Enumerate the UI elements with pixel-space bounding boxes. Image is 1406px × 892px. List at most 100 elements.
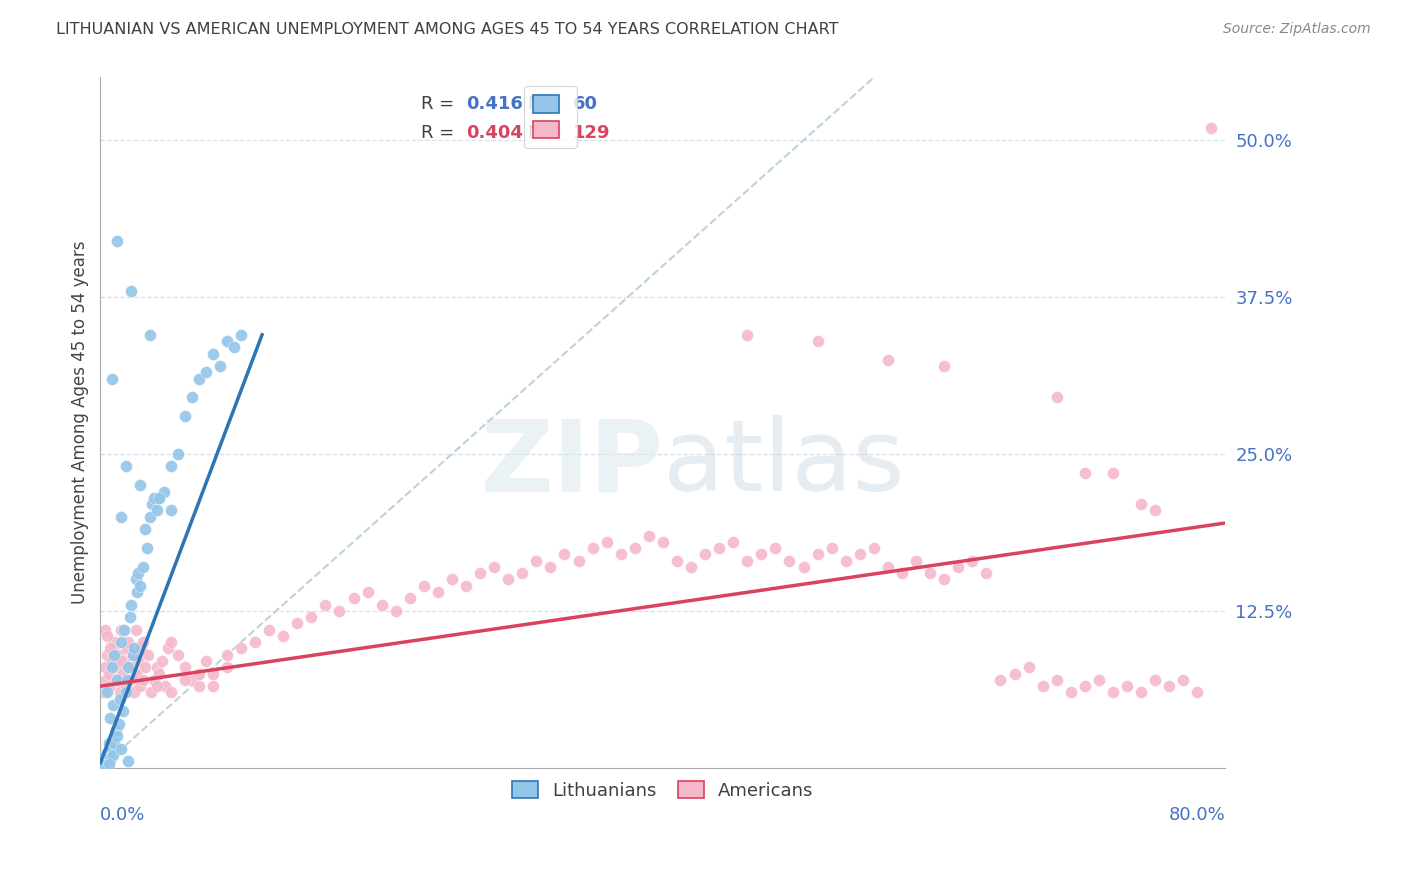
Point (142, 673, 165, 687)
Legend: Lithuanians, Americans: Lithuanians, Americans (505, 773, 821, 807)
Point (141, 497, 163, 511)
Point (194, 365, 217, 379)
Point (148, 491, 170, 505)
Point (1187, 685, 1209, 699)
Point (110, 623, 132, 637)
Point (108, 691, 131, 706)
Point (111, 666, 134, 681)
Point (93, 748, 115, 763)
Point (877, 560, 900, 574)
Point (117, 660, 139, 674)
Point (695, 547, 717, 561)
Point (709, 541, 731, 555)
Point (257, 623, 280, 637)
Point (609, 547, 631, 561)
Point (96, 648, 118, 662)
Point (1018, 660, 1040, 674)
Point (891, 566, 914, 581)
Point (103, 736, 125, 750)
Point (103, 648, 125, 662)
Point (1074, 466, 1097, 480)
Point (128, 579, 150, 593)
Point (114, 459, 136, 474)
Point (201, 679, 224, 693)
Point (103, 648, 125, 662)
Point (128, 679, 150, 693)
Point (98, 679, 121, 693)
Point (159, 503, 181, 517)
Point (145, 503, 167, 517)
Text: 80.0%: 80.0% (1168, 805, 1226, 823)
Point (1088, 673, 1111, 687)
Point (110, 509, 132, 524)
Point (112, 654, 135, 668)
Point (208, 359, 231, 373)
Text: atlas: atlas (662, 416, 904, 513)
Point (159, 635, 181, 649)
Point (524, 554, 547, 568)
Point (194, 654, 217, 668)
Point (229, 327, 252, 342)
Point (91, 758, 114, 772)
Point (110, 654, 132, 668)
Point (138, 509, 160, 524)
Point (905, 554, 928, 568)
Point (97, 666, 120, 681)
Point (398, 591, 420, 606)
Point (100, 660, 122, 674)
Point (1130, 497, 1153, 511)
Point (482, 560, 505, 574)
Point (124, 623, 146, 637)
Point (920, 566, 942, 581)
Point (976, 566, 998, 581)
Point (328, 604, 350, 618)
Point (948, 560, 970, 574)
Point (370, 598, 392, 612)
Point (651, 534, 673, 549)
Point (835, 554, 858, 568)
Point (100, 654, 122, 668)
Point (187, 679, 209, 693)
Point (215, 334, 238, 348)
Point (117, 635, 139, 649)
Point (98, 710, 121, 724)
Point (110, 742, 132, 756)
Point (94, 673, 117, 687)
Point (426, 585, 449, 599)
Point (187, 666, 209, 681)
Point (127, 566, 149, 581)
Point (96, 746, 118, 760)
Point (384, 604, 406, 618)
Point (104, 673, 127, 687)
Point (97, 750, 120, 764)
Text: Source: ZipAtlas.com: Source: ZipAtlas.com (1223, 22, 1371, 37)
Point (779, 554, 801, 568)
Point (124, 573, 146, 587)
Point (94, 750, 117, 764)
Point (121, 648, 143, 662)
Point (101, 698, 124, 712)
Point (567, 554, 589, 568)
Point (96, 685, 118, 699)
Point (145, 679, 167, 693)
Point (1046, 673, 1069, 687)
Point (201, 346, 224, 360)
Text: 60: 60 (572, 95, 598, 112)
Point (807, 547, 830, 561)
Point (134, 522, 156, 536)
Point (142, 491, 165, 505)
Point (1004, 666, 1026, 681)
Point (100, 742, 122, 756)
Point (122, 641, 145, 656)
Point (117, 660, 139, 674)
Point (129, 641, 152, 656)
Point (124, 666, 146, 681)
Point (120, 598, 142, 612)
Point (93, 660, 115, 674)
Point (623, 541, 645, 555)
Point (166, 648, 188, 662)
Point (299, 610, 322, 624)
Point (152, 484, 174, 499)
Point (107, 648, 129, 662)
Point (145, 660, 167, 674)
